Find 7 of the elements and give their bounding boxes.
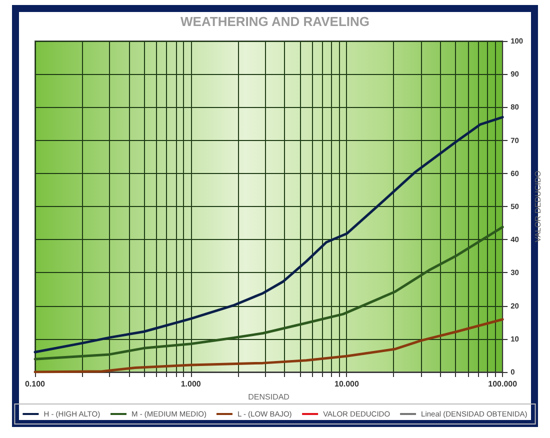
x-tick-label: 0.100 [24,380,46,388]
x-tick-label: 1.000 [180,380,202,388]
chart-title: WEATHERING AND RAVELING [180,14,370,29]
x-axis-title: DENSIDAD [248,392,290,402]
y-axis-title: VALOR DEDUCIDO [534,170,542,242]
x-tick-label: 100.000 [488,380,518,388]
x-tick-label: 10.000 [334,380,360,388]
